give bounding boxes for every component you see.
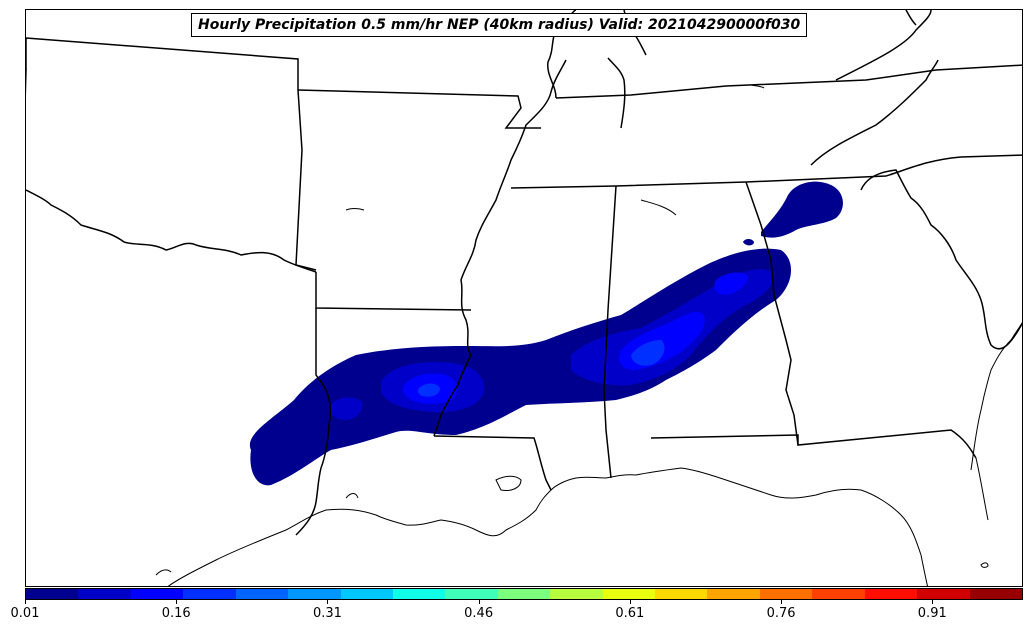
colorbar-tick	[25, 600, 26, 604]
coastline-line	[970, 322, 1022, 471]
state-border-line	[603, 185, 617, 479]
colorbar-segment	[969, 589, 1023, 599]
state-border-line	[905, 10, 917, 26]
state-border-line	[295, 89, 317, 271]
map-title: Hourly Precipitation 0.5 mm/hr NEP (40km…	[191, 13, 808, 37]
state-border-line	[26, 189, 317, 273]
colorbar-tick	[327, 600, 328, 604]
colorbar-tick-label: 0.31	[312, 606, 342, 621]
map-canvas	[26, 10, 1022, 586]
colorbar-segment	[340, 589, 393, 599]
precip-contour-level-4	[631, 340, 665, 366]
state-border-line	[860, 169, 1022, 350]
state-border-line	[745, 181, 799, 446]
precip-contour-level-4	[418, 383, 440, 397]
precip-contour-level-1	[249, 248, 792, 486]
colorbar-tick-label: 0.61	[615, 606, 645, 621]
precip-contour-level-1	[743, 239, 754, 246]
colorbar-tick	[781, 600, 782, 604]
coastline-line	[750, 84, 765, 89]
state-border-line	[26, 37, 299, 90]
colorbar-segment	[602, 589, 656, 599]
coastline-line	[345, 493, 359, 499]
colorbar-tick-label: 0.01	[10, 606, 40, 621]
colorbar-tick	[630, 600, 631, 604]
state-border-line	[295, 308, 332, 536]
state-border-line	[510, 154, 1022, 189]
coastline-line	[345, 208, 365, 211]
state-borders	[26, 10, 1022, 536]
colorbar-segment	[707, 589, 760, 599]
coastline-line	[155, 569, 172, 576]
colorbar-tick-label: 0.91	[917, 606, 947, 621]
coastline	[155, 84, 1022, 586]
colorbar-segment	[655, 589, 708, 599]
colorbar-tick	[932, 600, 933, 604]
colorbar-tick	[479, 600, 480, 604]
precip-contour-level-1	[761, 181, 843, 238]
colorbar-segment	[26, 589, 79, 599]
coastline-line	[167, 467, 929, 586]
state-border-line	[555, 64, 1022, 99]
colorbar-segment	[550, 589, 603, 599]
state-border-line	[650, 429, 977, 459]
state-border-line	[810, 59, 939, 166]
colorbar-segment	[759, 589, 813, 599]
colorbar-segment	[812, 589, 865, 599]
colorbar-segment	[235, 589, 289, 599]
colorbar-segment	[864, 589, 918, 599]
colorbar-tick	[176, 600, 177, 604]
precip-contour-level-3	[714, 272, 748, 295]
colorbar-segment	[183, 589, 236, 599]
colorbar-segment	[917, 589, 970, 599]
colorbar-segment	[288, 589, 341, 599]
precipitation-field	[249, 181, 843, 486]
map-panel	[25, 9, 1023, 587]
precip-contour-level-2	[330, 397, 363, 420]
coastline-line	[980, 562, 989, 568]
state-border-line	[433, 435, 552, 491]
coastline-line	[975, 457, 989, 521]
colorbar-tick-label: 0.46	[464, 606, 494, 621]
state-border-line	[433, 59, 567, 437]
colorbar-segment	[445, 589, 498, 599]
state-border-line	[297, 89, 541, 129]
colorbar-segment	[392, 589, 446, 599]
colorbar-segment	[78, 589, 131, 599]
state-border-line	[607, 57, 626, 129]
colorbar	[25, 588, 1023, 600]
colorbar-tick-label: 0.16	[161, 606, 191, 621]
colorbar-segment	[497, 589, 551, 599]
coastline-line	[640, 199, 677, 216]
colorbar-tick-label: 0.76	[766, 606, 796, 621]
state-border-line	[835, 10, 932, 81]
colorbar-segment	[130, 589, 184, 599]
state-border-line	[315, 272, 472, 311]
coastline-line	[495, 475, 522, 491]
